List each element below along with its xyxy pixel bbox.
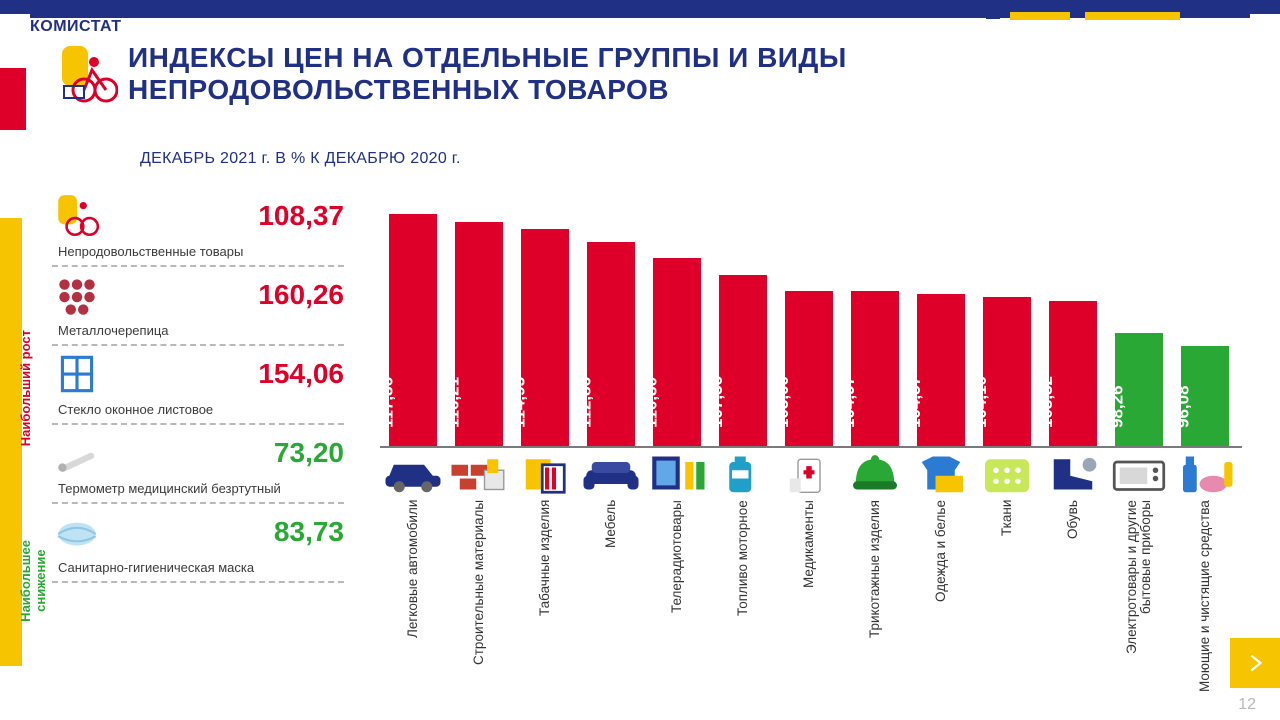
left-item-label: Стекло оконное листовое [52,400,344,425]
tile-icon [52,270,102,320]
left-item-value: 108,37 [258,200,344,232]
page-subtitle: ДЕКАБРЬ 2021 г. В % К ДЕКАБРЮ 2020 г. [140,150,461,168]
side-label-drop: Наибольшее снижение [18,540,48,622]
bar-xlabel: Обувь [1040,500,1106,695]
bar-column: 103,32 [1040,301,1106,446]
clean-icon [1172,454,1238,492]
bar-column: 104,57 [908,294,974,446]
left-item: 154,06 Стекло оконное листовое [52,348,344,425]
left-item-label: Санитарно-гигиеническая маска [52,558,344,583]
bar-xlabel: Мебель [578,500,644,695]
boot-icon [1040,454,1106,492]
left-item-value: 73,20 [274,437,344,469]
sofa-icon [578,454,644,492]
bar-value: 112,86 [575,377,595,428]
title-icon [54,42,118,106]
bar-column: 104,97 [842,291,908,446]
chart-xlabels: Легковые автомобилиСтроительные материал… [380,500,1242,695]
bar-xlabel: Легковые автомобили [380,500,446,695]
bar-value: 114,95 [509,377,529,428]
bar-column: 107,56 [710,275,776,446]
bar-column: 110,30 [644,258,710,446]
left-item: 160,26 Металлочерепица [52,269,344,346]
next-arrow[interactable] [1230,638,1280,688]
tobacco-icon [512,454,578,492]
top-accent [30,14,1250,18]
bar-column: 104,10 [974,297,1040,446]
left-item: 73,20 Термометр медицинский безртутный [52,427,344,504]
bar-value: 116,21 [443,377,463,428]
left-item-label: Непродовольственные товары [52,242,344,267]
brand: КОМИСТАТ [30,18,130,36]
tv-icon [644,454,710,492]
window-icon [52,349,102,399]
red-accent [0,68,26,130]
bar-xlabel: Электротовары и другие бытовые приборы [1106,500,1172,695]
bar-xlabel: Телерадиотовары [644,500,710,695]
bar-xlabel: Строительные материалы [446,500,512,695]
left-item-label: Металлочерепица [52,321,344,346]
bar-xlabel: Трикотажные изделия [842,500,908,695]
left-item-value: 154,06 [258,358,344,390]
fabric-icon [974,454,1040,492]
clothes-icon [908,454,974,492]
chart-icons [380,454,1242,492]
bar-value: 117,36 [377,377,397,428]
slide: { "brand": "КОМИСТАТ", "page_number": "1… [0,0,1280,720]
bar-column: 112,86 [578,242,644,446]
left-item: 83,73 Санитарно-гигиеническая маска [52,506,344,583]
fuel-icon [710,454,776,492]
bar-value: 107,56 [707,376,727,428]
bar-column: 116,21 [446,222,512,447]
goods-icon [52,191,102,241]
bar-column: 114,95 [512,229,578,446]
bar-xlabel: Табачные изделия [512,500,578,695]
bar-xlabel: Ткани [974,500,1040,695]
bar-xlabel: Одежда и белье [908,500,974,695]
bar-value: 104,57 [905,376,925,428]
left-item-value: 83,73 [274,516,344,548]
car-icon [380,454,446,492]
bar-column: 96,08 [1172,346,1238,446]
hat-icon [842,454,908,492]
mask-icon [52,507,102,557]
bar-chart: 117,36 116,21 114,95 112,86 110,30 107,56 105,… [380,200,1242,448]
bar-value: 110,30 [641,377,661,428]
page-number: 12 [1238,696,1256,714]
bar-column: 105,00 [776,291,842,446]
bar-column: 117,36 [380,214,446,446]
bar-column: 98,26 [1106,333,1172,446]
bar-value: 103,32 [1037,376,1057,428]
meds-icon [776,454,842,492]
bar-value: 104,10 [971,376,991,428]
left-item-label: Термометр медицинский безртутный [52,479,344,504]
micro-icon [1106,454,1172,492]
bar-xlabel: Моющие и чистящие средства [1172,500,1238,695]
page-title: ИНДЕКСЫ ЦЕН НА ОТДЕЛЬНЫЕ ГРУППЫ И ВИДЫ Н… [128,42,1128,106]
left-panel: Наибольший рост Наибольшее снижение 108,… [52,190,344,585]
bar-value: 104,97 [839,376,859,428]
side-label-rise: Наибольший рост [18,330,33,446]
thermo-icon [52,428,102,478]
left-item: 108,37 Непродовольственные товары [52,190,344,267]
bar-xlabel: Топливо моторное [710,500,776,695]
bar-value: 98,26 [1108,385,1128,428]
bar-value: 96,08 [1174,385,1194,428]
bar-xlabel: Медикаменты [776,500,842,695]
bricks-icon [446,454,512,492]
bar-value: 105,00 [773,376,793,428]
left-item-value: 160,26 [258,279,344,311]
